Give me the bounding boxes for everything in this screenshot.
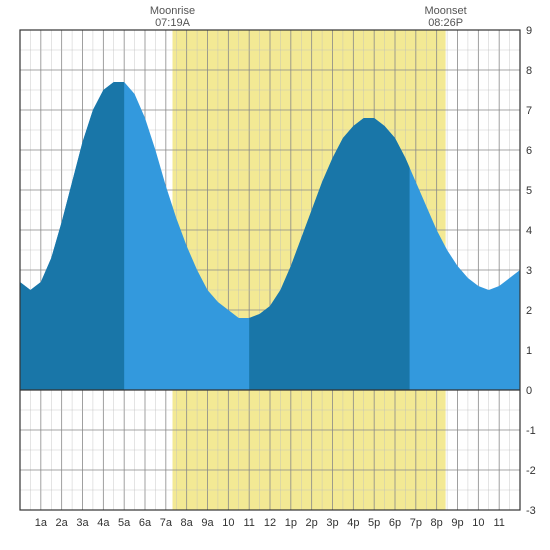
y-tick-label: 8 xyxy=(526,65,532,77)
x-tick-label: 7p xyxy=(410,517,422,529)
tide-chart-container: -3-2-101234567891a2a3a4a5a6a7a8a9a101112… xyxy=(0,0,550,550)
x-tick-label: 10 xyxy=(222,517,234,529)
moonrise-time: 07:19A xyxy=(155,17,191,29)
x-tick-label: 8a xyxy=(181,517,194,529)
y-tick-label: -2 xyxy=(526,465,536,477)
y-tick-label: 0 xyxy=(526,385,532,397)
y-tick-label: 7 xyxy=(526,105,532,117)
x-tick-label: 10 xyxy=(472,517,484,529)
y-tick-label: 6 xyxy=(526,145,532,157)
y-tick-label: 3 xyxy=(526,265,532,277)
x-tick-label: 8p xyxy=(431,517,443,529)
x-tick-label: 3p xyxy=(326,517,338,529)
y-tick-label: 5 xyxy=(526,185,532,197)
x-tick-label: 11 xyxy=(493,517,504,529)
x-tick-label: 9p xyxy=(451,517,463,529)
tide-chart: -3-2-101234567891a2a3a4a5a6a7a8a9a101112… xyxy=(0,0,550,550)
x-tick-label: 5a xyxy=(118,517,131,529)
y-tick-label: 1 xyxy=(526,345,532,357)
x-tick-label: 2a xyxy=(56,517,69,529)
x-tick-label: 4p xyxy=(347,517,359,529)
x-tick-label: 6a xyxy=(139,517,152,529)
y-tick-label: 2 xyxy=(526,305,532,317)
x-tick-label: 9a xyxy=(201,517,214,529)
x-tick-label: 12 xyxy=(264,517,276,529)
x-tick-label: 5p xyxy=(368,517,380,529)
moonset-time: 08:26P xyxy=(428,17,463,29)
moonrise-label: Moonrise xyxy=(150,5,195,17)
x-tick-label: 1p xyxy=(285,517,297,529)
x-tick-label: 4a xyxy=(97,517,110,529)
x-tick-label: 1a xyxy=(35,517,48,529)
y-tick-label: 4 xyxy=(526,225,532,237)
y-tick-label: -3 xyxy=(526,505,536,517)
x-tick-label: 11 xyxy=(243,517,254,529)
x-tick-label: 2p xyxy=(306,517,318,529)
moonset-label: Moonset xyxy=(425,5,467,17)
x-tick-label: 6p xyxy=(389,517,401,529)
x-tick-label: 3a xyxy=(76,517,89,529)
y-tick-label: -1 xyxy=(526,425,536,437)
x-tick-label: 7a xyxy=(160,517,173,529)
y-tick-label: 9 xyxy=(526,25,532,37)
